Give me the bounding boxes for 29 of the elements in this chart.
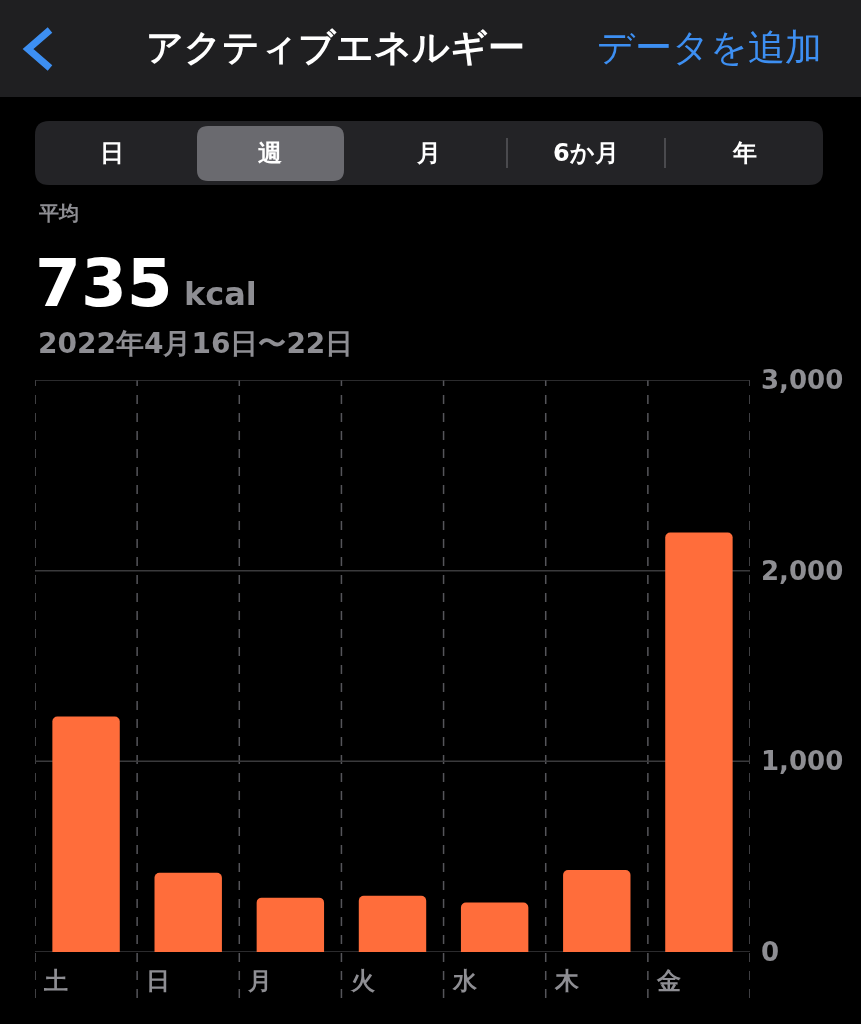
x-tick-label: 日 (146, 967, 171, 995)
text: 日 (100, 139, 124, 167)
bar (665, 532, 733, 952)
chart-subtitle: 2022年4月16日〜22日 (38, 327, 354, 360)
text: 年 (732, 139, 757, 167)
text: 週 (258, 139, 282, 167)
x-tick-label: 木 (553, 967, 580, 995)
y-tick-label: 1,000 (761, 746, 844, 777)
y-tick-label: 3,000 (761, 365, 844, 396)
bar (52, 716, 120, 952)
bar (358, 895, 427, 952)
bar (154, 872, 222, 952)
bar (563, 870, 631, 952)
y-tick-label: 0 (761, 937, 780, 968)
bar (256, 897, 325, 952)
text: データを追加 (597, 26, 822, 69)
text: 735 (35, 245, 173, 322)
x-tick-label: 月 (247, 967, 273, 995)
text: kcal (184, 275, 257, 313)
chart-title: アクティブエネルギー (145, 25, 525, 69)
text: 6か月 (553, 139, 619, 167)
text: 月 (416, 139, 441, 167)
x-tick-label: 火 (349, 967, 376, 995)
x-tick-label: 金 (655, 967, 681, 995)
x-tick-label: 土 (43, 967, 69, 995)
x-tick-label: 水 (451, 967, 478, 995)
text: 平均 (38, 201, 79, 225)
y-tick-label: 2,000 (761, 555, 844, 586)
bar (460, 902, 529, 952)
